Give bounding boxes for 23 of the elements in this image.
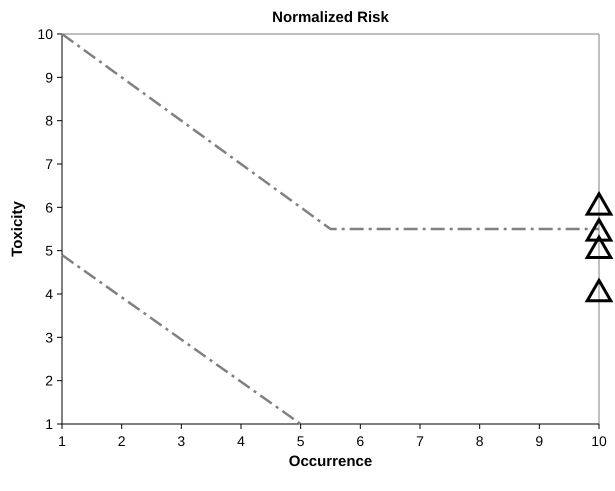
x-axis-title: Occurrence (288, 453, 372, 470)
x-tick-label: 4 (237, 433, 246, 449)
y-tick-label: 4 (45, 286, 54, 302)
y-tick-label: 7 (45, 156, 54, 172)
x-tick-label: 2 (118, 433, 126, 449)
x-tick-label: 6 (356, 433, 364, 449)
x-tick-label: 9 (535, 433, 544, 449)
x-tick-label: 3 (177, 433, 186, 449)
y-tick-label: 8 (45, 112, 54, 129)
x-tick-label: 10 (591, 433, 607, 449)
y-tick-label: 1 (45, 416, 54, 432)
y-tick-label: 9 (45, 69, 54, 86)
chart-title: Normalized Risk (272, 9, 390, 26)
x-tick-label: 5 (296, 433, 305, 449)
x-tick-label: 7 (416, 433, 424, 449)
x-tick-label: 1 (58, 433, 66, 449)
y-axis-title: Toxicity (9, 200, 26, 257)
y-tick-label: 10 (37, 26, 54, 42)
x-tick-label: 8 (476, 433, 484, 449)
y-tick-label: 2 (45, 372, 54, 389)
y-tick-label: 6 (45, 199, 54, 216)
y-tick-label: 3 (45, 329, 54, 346)
y-tick-label: 5 (45, 242, 54, 259)
